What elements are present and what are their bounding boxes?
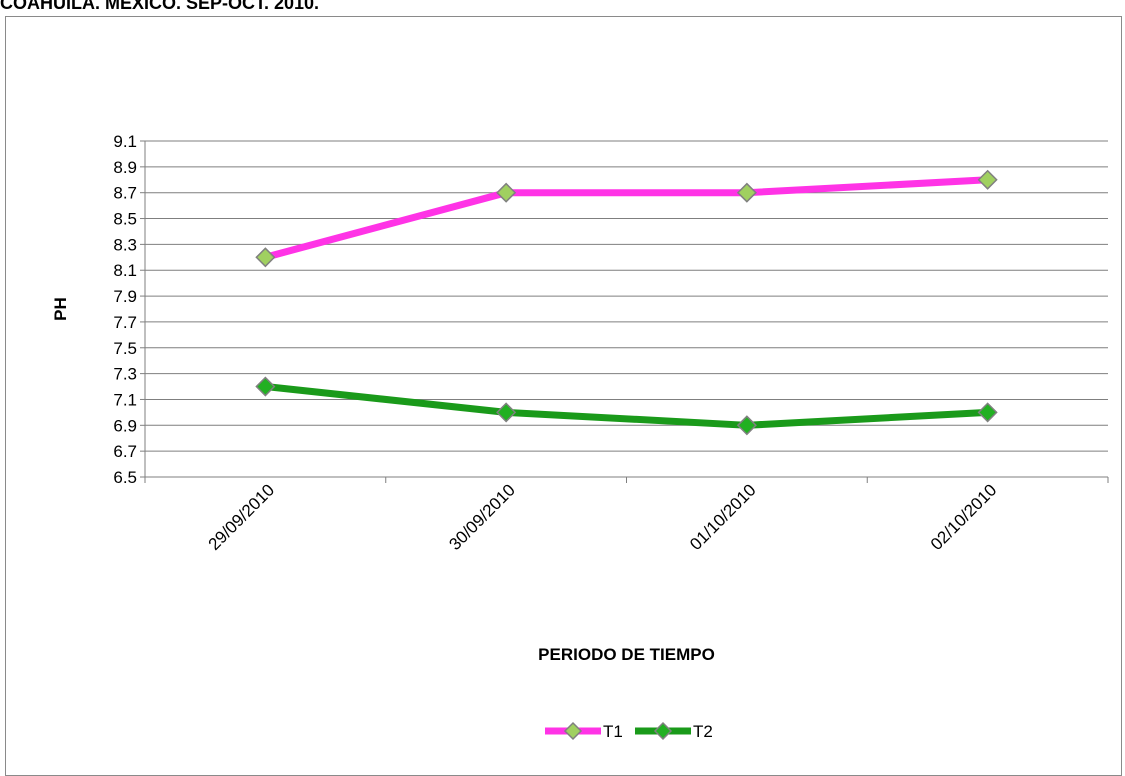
chart-frame: [5, 16, 1122, 776]
x-axis-title: PERIODO DE TIEMPO: [538, 645, 715, 664]
data-point-t1: [255, 247, 276, 268]
data-point-t2: [977, 402, 998, 423]
y-tick-label: 8.5: [113, 210, 137, 229]
x-axis-ticks: 29/09/2010 30/09/2010 01/10/2010 02/10/2010: [144, 477, 1109, 554]
y-tick-label: 8.3: [113, 235, 137, 254]
data-point-t2: [736, 415, 757, 436]
series-line-t2: [261, 383, 992, 429]
x-tick-label: 02/10/2010: [927, 480, 1001, 554]
legend-marker-t2: [653, 721, 673, 741]
x-tick-label: 29/09/2010: [205, 480, 279, 554]
y-tick-label: 7.9: [113, 287, 137, 306]
y-tick-label: 7.7: [113, 313, 137, 332]
y-axis-title: PH: [51, 297, 70, 321]
y-tick-label: 6.9: [113, 416, 137, 435]
y-tick-label: 7.1: [113, 390, 137, 409]
legend: T1 T2: [545, 721, 713, 741]
data-point-t2: [496, 402, 517, 423]
series-line-t1: [261, 176, 992, 261]
y-tick-label: 7.3: [113, 365, 137, 384]
data-point-t1: [977, 169, 998, 190]
y-tick-label: 9.1: [113, 132, 137, 151]
y-tick-label: 8.9: [113, 158, 137, 177]
y-tick-label: 7.5: [113, 339, 137, 358]
data-point-t1: [736, 182, 757, 203]
x-tick-label: 01/10/2010: [686, 480, 760, 554]
y-axis-ticks: 6.5 6.7 6.9 7.1 7.3 7.5 7.7 7.9 8.1 8.3 8.5 8.7 8.9 9…: [113, 132, 145, 487]
data-point-t1: [496, 182, 517, 203]
legend-label-t1: T1: [603, 722, 623, 741]
x-tick-label: 30/09/2010: [445, 480, 519, 554]
page-title: COAHUILA. MEXICO. SEP-OCT. 2010.: [0, 0, 320, 13]
legend-label-t2: T2: [693, 722, 713, 741]
y-tick-label: 8.1: [113, 261, 137, 280]
data-point-t2: [255, 376, 276, 397]
series: [255, 169, 998, 436]
y-tick-label: 6.5: [113, 468, 137, 487]
y-tick-label: 8.7: [113, 184, 137, 203]
legend-marker-t1: [563, 721, 583, 741]
y-tick-label: 6.7: [113, 442, 137, 461]
